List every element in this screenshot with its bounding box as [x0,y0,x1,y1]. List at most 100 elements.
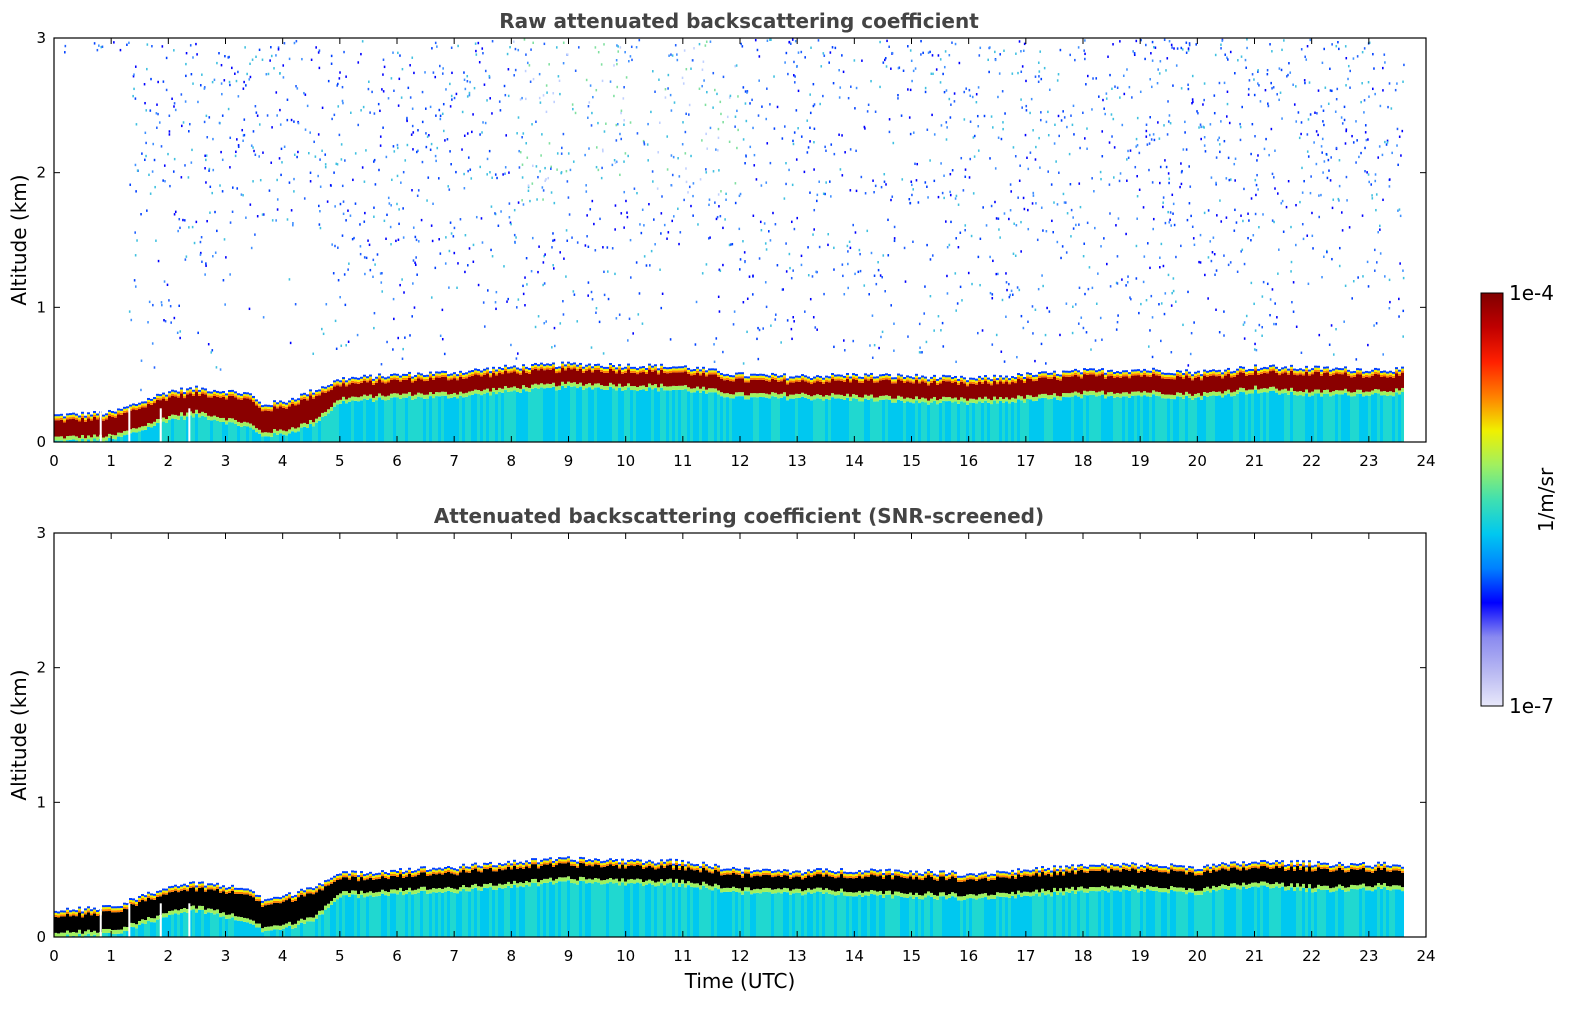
heatmap-column [666,373,669,386]
noise-speck [1078,223,1080,225]
heatmap-column [276,402,279,404]
heatmap-column [297,427,300,431]
heatmap-column [471,391,474,395]
heatmap-column [1362,372,1365,374]
heatmap-column [918,403,921,442]
heatmap-column [996,380,999,382]
heatmap-column [816,394,819,398]
heatmap-column [519,373,522,375]
heatmap-column [969,403,972,442]
noise-speck [222,190,224,192]
heatmap-column [663,371,666,373]
noise-speck [1262,213,1264,215]
heatmap-column [1218,374,1221,376]
noise-speck [1382,67,1384,69]
heatmap-column [399,395,402,399]
heatmap-column [1392,392,1395,396]
noise-speck [315,155,317,157]
heatmap-column [1275,393,1278,442]
heatmap-column [153,401,156,403]
heatmap-column [1065,375,1068,377]
noise-speck [818,181,820,183]
heatmap-column [204,394,207,413]
noise-speck [1047,111,1049,113]
heatmap-column [318,395,321,416]
heatmap-column [1251,369,1254,371]
heatmap-column [876,397,879,401]
noise-speck [810,298,812,300]
noise-speck [677,157,679,159]
noise-speck [1328,159,1330,161]
noise-speck [339,296,341,298]
heatmap-column [1212,369,1215,371]
heatmap-column [294,400,297,402]
heatmap-column [693,388,696,392]
noise-speck [1240,215,1242,217]
heatmap-column [303,395,306,397]
heatmap-column [621,387,624,391]
noise-speck [509,46,511,48]
heatmap-column [1296,396,1299,442]
noise-speck [991,343,993,345]
noise-speck [516,132,518,134]
noise-speck [521,136,523,138]
heatmap-column [357,380,360,382]
heatmap-column [987,399,990,403]
heatmap-column [1359,390,1362,394]
noise-speck [293,120,295,122]
heatmap-column [1107,376,1110,392]
noise-speck [1268,154,1270,156]
noise-speck [454,97,456,99]
heatmap-column [192,417,195,442]
noise-speck [1016,224,1018,226]
noise-speck [599,321,601,323]
heatmap-column [744,395,747,399]
heatmap-column [1128,398,1131,442]
heatmap-column [1299,370,1302,372]
heatmap-column [873,377,876,379]
noise-speck [442,309,444,311]
heatmap-column [999,375,1002,377]
heatmap-column [615,369,618,371]
noise-speck [616,124,618,126]
heatmap-column [1116,371,1119,373]
heatmap-column [669,369,672,371]
heatmap-column [1032,401,1035,442]
heatmap-column [1068,373,1071,375]
heatmap-column [303,427,306,442]
heatmap-column [852,394,855,398]
noise-speck [1070,235,1072,237]
heatmap-column [1392,372,1395,374]
noise-speck [936,68,938,70]
heatmap-column [684,371,687,385]
heatmap-column [435,396,438,442]
noise-speck [1072,216,1074,218]
heatmap-column [294,406,297,429]
noise-speck [854,107,856,109]
noise-speck [1249,79,1251,81]
heatmap-column [1368,371,1371,373]
noise-speck [174,213,176,215]
heatmap-column [648,368,651,370]
heatmap-column [972,382,975,384]
noise-speck [830,51,832,53]
noise-speck [1149,78,1151,80]
heatmap-column [834,375,837,377]
heatmap-column [444,392,447,396]
noise-speck [1362,214,1364,216]
heatmap-column [1077,376,1080,392]
noise-speck [744,261,746,263]
heatmap-column [756,393,759,397]
heatmap-column [654,388,657,442]
heatmap-column [1323,373,1326,390]
noise-speck [1080,317,1082,319]
noise-speck [224,303,226,305]
noise-speck [705,104,707,106]
heatmap-column [522,368,525,370]
noise-speck [1322,120,1324,122]
noise-speck [693,47,695,49]
heatmap-column [762,378,765,380]
noise-speck [818,39,820,41]
noise-speck [619,133,621,135]
heatmap-column [474,394,477,442]
